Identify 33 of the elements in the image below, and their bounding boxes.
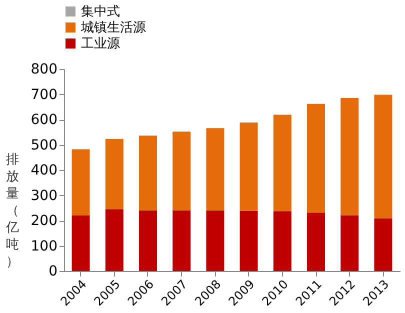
y-tick-label: 700 — [30, 86, 58, 103]
bar — [374, 218, 392, 271]
bar — [72, 149, 90, 216]
bar — [206, 128, 224, 210]
legend-label: 城镇生活源 — [80, 20, 146, 36]
y-tick-label: 200 — [30, 213, 58, 229]
y-tick-label: 500 — [30, 137, 58, 154]
y-tick-label: 300 — [30, 188, 58, 204]
y-tick-label: 400 — [30, 162, 58, 178]
bar — [72, 215, 90, 271]
bar — [139, 210, 157, 271]
y-tick-label: 800 — [30, 62, 58, 78]
y-tick-label: 600 — [30, 112, 58, 128]
legend-label: 集中式 — [81, 4, 120, 20]
bar — [172, 132, 191, 210]
bar — [273, 211, 292, 271]
bar — [206, 210, 224, 271]
bar — [340, 98, 359, 216]
y-axis-title: 排放量（亿吨） — [5, 152, 19, 270]
bar — [374, 94, 392, 218]
bar — [105, 209, 124, 271]
bar — [307, 212, 325, 271]
legend-label: 工业源 — [81, 36, 120, 52]
bar — [105, 138, 124, 210]
bar — [172, 210, 191, 271]
bar — [307, 104, 325, 213]
y-tick-label: 0 — [48, 264, 58, 280]
y-tick-label: 100 — [30, 238, 58, 254]
bar — [139, 136, 157, 210]
bar — [240, 122, 258, 211]
bar — [273, 114, 292, 212]
bar — [340, 215, 359, 271]
bar — [240, 210, 258, 271]
